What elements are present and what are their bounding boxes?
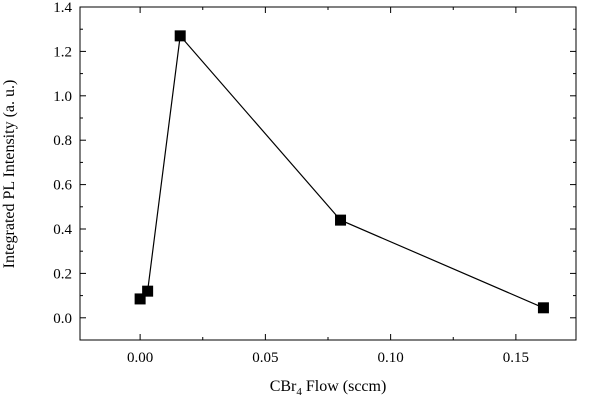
data-point	[134, 293, 146, 305]
y-tick-label: 0.0	[53, 311, 72, 327]
tick-labels: 0.00 0.05 0.10 0.15 0.0 0.2 0.4 0.6 0.8 1.0 1.2 1.4	[53, 0, 529, 366]
data-point	[537, 302, 549, 314]
data-point	[142, 285, 154, 297]
y-axis-label: Integrated PL Intensity (a. u.)	[1, 80, 18, 269]
y-tick-label: 0.2	[53, 266, 72, 282]
series	[134, 30, 549, 314]
y-tick-label: 0.4	[53, 222, 72, 238]
y-tick-label: 1.0	[53, 89, 72, 105]
x-tick-label: 0.15	[503, 350, 529, 366]
y-tick-label: 0.6	[53, 178, 72, 194]
x-tick-label: 0.05	[252, 350, 278, 366]
ticks	[80, 6, 576, 340]
x-axis-label: CBr4 Flow (sccm)	[270, 378, 387, 398]
y-tick-label: 1.4	[53, 0, 72, 16]
y-tick-label: 0.8	[53, 133, 72, 149]
x-tick-label: 0.10	[378, 350, 404, 366]
data-point	[335, 214, 347, 226]
series-line	[139, 34, 544, 309]
data-point	[174, 30, 186, 42]
x-tick-label: 0.00	[127, 350, 153, 366]
y-tick-label: 1.2	[53, 44, 72, 60]
